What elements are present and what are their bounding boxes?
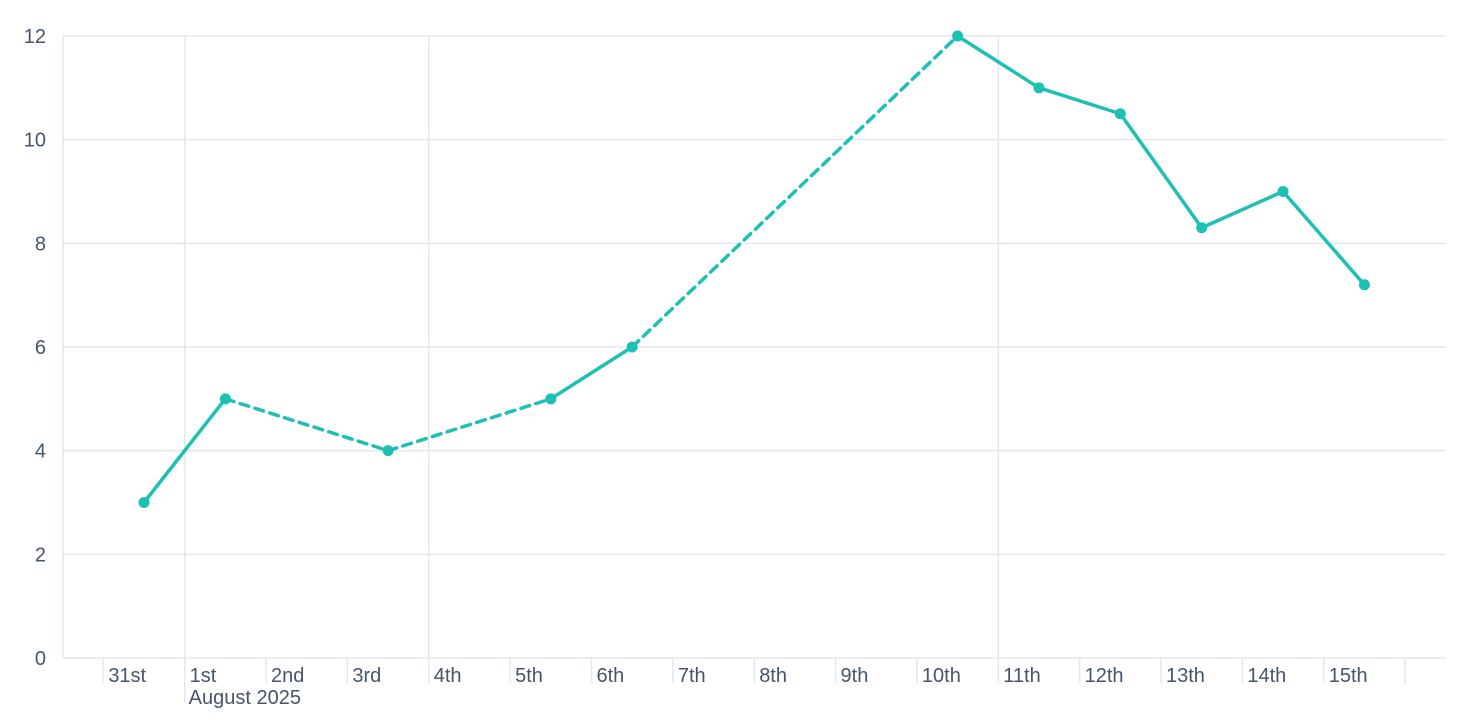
series-segment-solid [142, 397, 228, 505]
x-axis-tick-label: 15th [1329, 665, 1368, 687]
data-point[interactable] [626, 341, 638, 353]
data-point[interactable] [545, 393, 557, 405]
x-axis-tick-label: 6th [596, 665, 624, 687]
series-segment-solid [1037, 86, 1123, 116]
x-axis-tick-label: 4th [434, 665, 462, 687]
x-axis-tick-label: 14th [1247, 665, 1286, 687]
series-segment-solid [1281, 189, 1367, 287]
data-point[interactable] [219, 393, 231, 405]
x-axis-tick-label: 7th [678, 665, 706, 687]
data-point[interactable] [382, 445, 394, 457]
y-axis-tick-label: 8 [35, 233, 46, 255]
x-axis-tick-label: 2nd [271, 665, 304, 687]
series-segment-solid [955, 34, 1041, 90]
data-point[interactable] [1277, 186, 1289, 197]
x-axis-tick-label: 3rd [352, 665, 381, 687]
series-segment-dashed [386, 397, 553, 453]
x-axis-tick-label: 11th [1003, 665, 1040, 687]
y-axis-tick-label: 0 [35, 648, 46, 670]
x-axis-tick-label: 31st [108, 665, 146, 687]
x-axis-tick-label: 13th [1166, 665, 1205, 687]
month-label: August 2025 [189, 687, 301, 709]
x-axis-tick-label: 5th [515, 665, 543, 687]
data-point[interactable] [1358, 279, 1370, 291]
series-segment-solid [1118, 112, 1204, 230]
series-segment-solid [549, 345, 634, 401]
x-axis-tick-label: 12th [1085, 665, 1124, 687]
y-axis-tick-label: 12 [24, 26, 46, 48]
data-point[interactable] [1196, 222, 1208, 234]
x-axis-tick-label: 10th [922, 665, 961, 687]
y-axis-tick-label: 10 [24, 130, 46, 152]
series-segment-dashed [223, 397, 390, 453]
series-segment-solid [1199, 189, 1285, 230]
y-axis-tick-label: 2 [35, 544, 46, 566]
x-axis-tick-label: 1st [190, 665, 217, 687]
data-point[interactable] [952, 30, 964, 42]
x-axis-tick-label: 8th [759, 665, 787, 687]
data-point[interactable] [138, 497, 150, 508]
y-axis-tick-label: 6 [35, 337, 46, 359]
y-axis-tick-label: 4 [35, 441, 46, 463]
data-point[interactable] [1114, 108, 1126, 120]
x-axis-tick-label: 9th [841, 665, 869, 687]
series-segment-dashed [630, 34, 960, 349]
data-point[interactable] [1033, 82, 1045, 94]
